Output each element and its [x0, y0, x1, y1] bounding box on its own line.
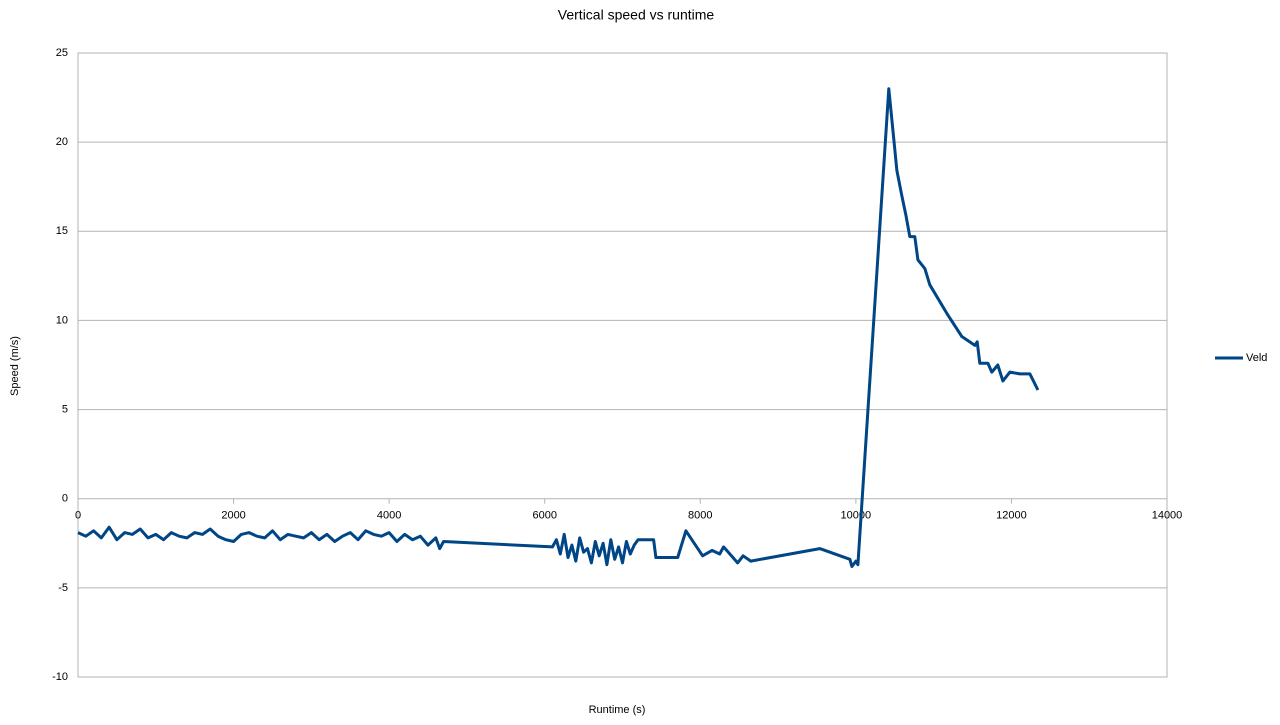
x-tick-label: 14000 [1152, 510, 1183, 522]
x-tick-label: 2000 [221, 510, 245, 522]
y-tick-label: 20 [56, 136, 68, 148]
x-tick-label: 10000 [841, 510, 872, 522]
data-line [77, 87, 1040, 568]
y-tick-label: 10 [56, 314, 68, 326]
y-tick-label: 25 [56, 47, 68, 59]
x-tick-label: 12000 [996, 510, 1027, 522]
x-tick-label: 6000 [532, 510, 556, 522]
y-tick-label: -5 [58, 582, 68, 594]
y-axis-title: Speed (m/s) [9, 336, 21, 396]
x-axis-title: Runtime (s) [589, 704, 646, 716]
chart-title: Vertical speed vs runtime [558, 7, 715, 23]
plot-area [77, 52, 1168, 678]
y-tick-label: 0 [62, 493, 68, 505]
x-tick-label: 4000 [377, 510, 401, 522]
y-tick-label: 15 [56, 225, 68, 237]
y-tick-label: -10 [52, 671, 68, 683]
x-tick-label: 8000 [688, 510, 712, 522]
legend-label: Veld [1246, 352, 1267, 364]
x-tick-label: 0 [75, 510, 81, 522]
y-tick-label: 5 [62, 403, 68, 415]
